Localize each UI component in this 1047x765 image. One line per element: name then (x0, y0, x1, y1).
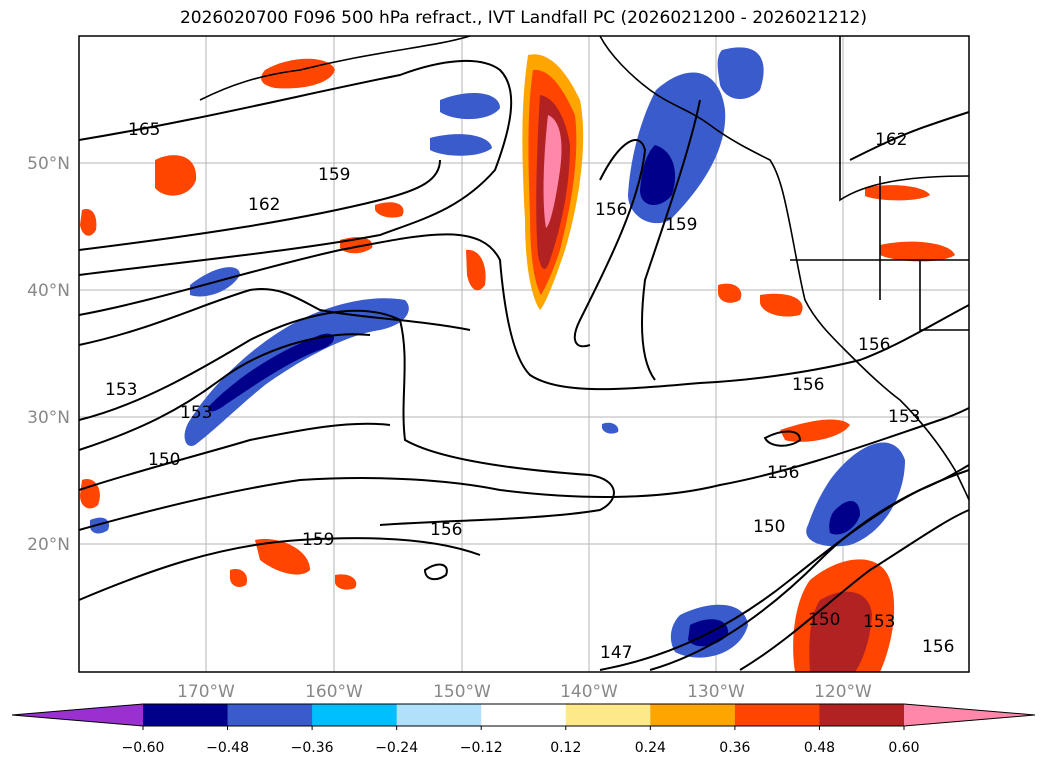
colorbar-segment (819, 704, 905, 726)
colorbar-segment (312, 704, 398, 726)
contour-label: 156 (922, 637, 954, 657)
contour-label: 153 (888, 407, 920, 427)
contour-label: 162 (875, 130, 907, 150)
lat-tick: 20°N (27, 535, 70, 555)
contour-labels: 165 162 159 156 159 162 153 153 150 156 … (105, 120, 954, 663)
contour-label: 153 (180, 403, 212, 423)
contour-label: 153 (105, 380, 137, 400)
lon-tick: 140°W (560, 682, 618, 702)
contour-label: 159 (302, 530, 334, 550)
contour-label: 156 (792, 375, 824, 395)
contour-label: 153 (863, 612, 895, 632)
contour-label: 150 (148, 450, 180, 470)
colorbar-tick-label: 0.48 (804, 740, 835, 756)
plot-title: 2026020700 F096 500 hPa refract., IVT La… (179, 8, 867, 28)
colorbar-segment (565, 704, 651, 726)
lat-ticks: 50°N 40°N 30°N 20°N (27, 154, 70, 555)
contour-label: 147 (600, 643, 632, 663)
lon-tick: 170°W (177, 682, 235, 702)
colorbar: −0.60 −0.48 −0.36 −0.24 −0.12 0.12 0.24 0.36 0.4… (11, 703, 1036, 756)
lon-tick: 120°W (814, 682, 872, 702)
contour-label: 159 (665, 215, 697, 235)
contour-label: 162 (248, 195, 280, 215)
contour-label: 156 (430, 520, 462, 540)
colorbar-extend-low (12, 704, 143, 726)
contours (78, 60, 970, 671)
colorbar-tick-label: −0.48 (206, 740, 249, 756)
colorbar-tick-label: 0.12 (550, 740, 581, 756)
lat-tick: 30°N (27, 408, 70, 428)
lon-tick: 160°W (305, 682, 363, 702)
contour-label: 156 (595, 200, 627, 220)
lon-tick: 130°W (687, 682, 745, 702)
colorbar-segment (650, 704, 736, 726)
contour-label: 156 (767, 463, 799, 483)
colorbar-tick-label: −0.60 (122, 740, 165, 756)
colorbar-tick-label: 0.36 (719, 740, 750, 756)
colorbar-segment (396, 704, 482, 726)
contour-label: 150 (753, 517, 785, 537)
lat-tick: 50°N (27, 154, 70, 174)
lon-tick: 150°W (433, 682, 491, 702)
colorbar-tick-label: −0.24 (375, 740, 418, 756)
colorbar-tick-label: 0.60 (888, 740, 919, 756)
map-panel (78, 35, 970, 673)
lon-ticks: 170°W 160°W 150°W 140°W 130°W 120°W (177, 682, 872, 702)
contour-label: 156 (858, 335, 890, 355)
colorbar-segment (227, 704, 313, 726)
contour-label: 165 (128, 120, 160, 140)
colorbar-extend-high (904, 704, 1035, 726)
colorbar-tick-label: −0.12 (460, 740, 503, 756)
colorbar-segment (143, 704, 229, 726)
contour-label: 150 (808, 610, 840, 630)
coastlines (199, 35, 970, 501)
colorbar-segment (481, 704, 567, 726)
lat-tick: 40°N (27, 281, 70, 301)
colorbar-tick-label: 0.24 (635, 740, 666, 756)
contour-label: 159 (318, 165, 350, 185)
colorbar-segment (734, 704, 820, 726)
colorbar-tick-label: −0.36 (291, 740, 334, 756)
